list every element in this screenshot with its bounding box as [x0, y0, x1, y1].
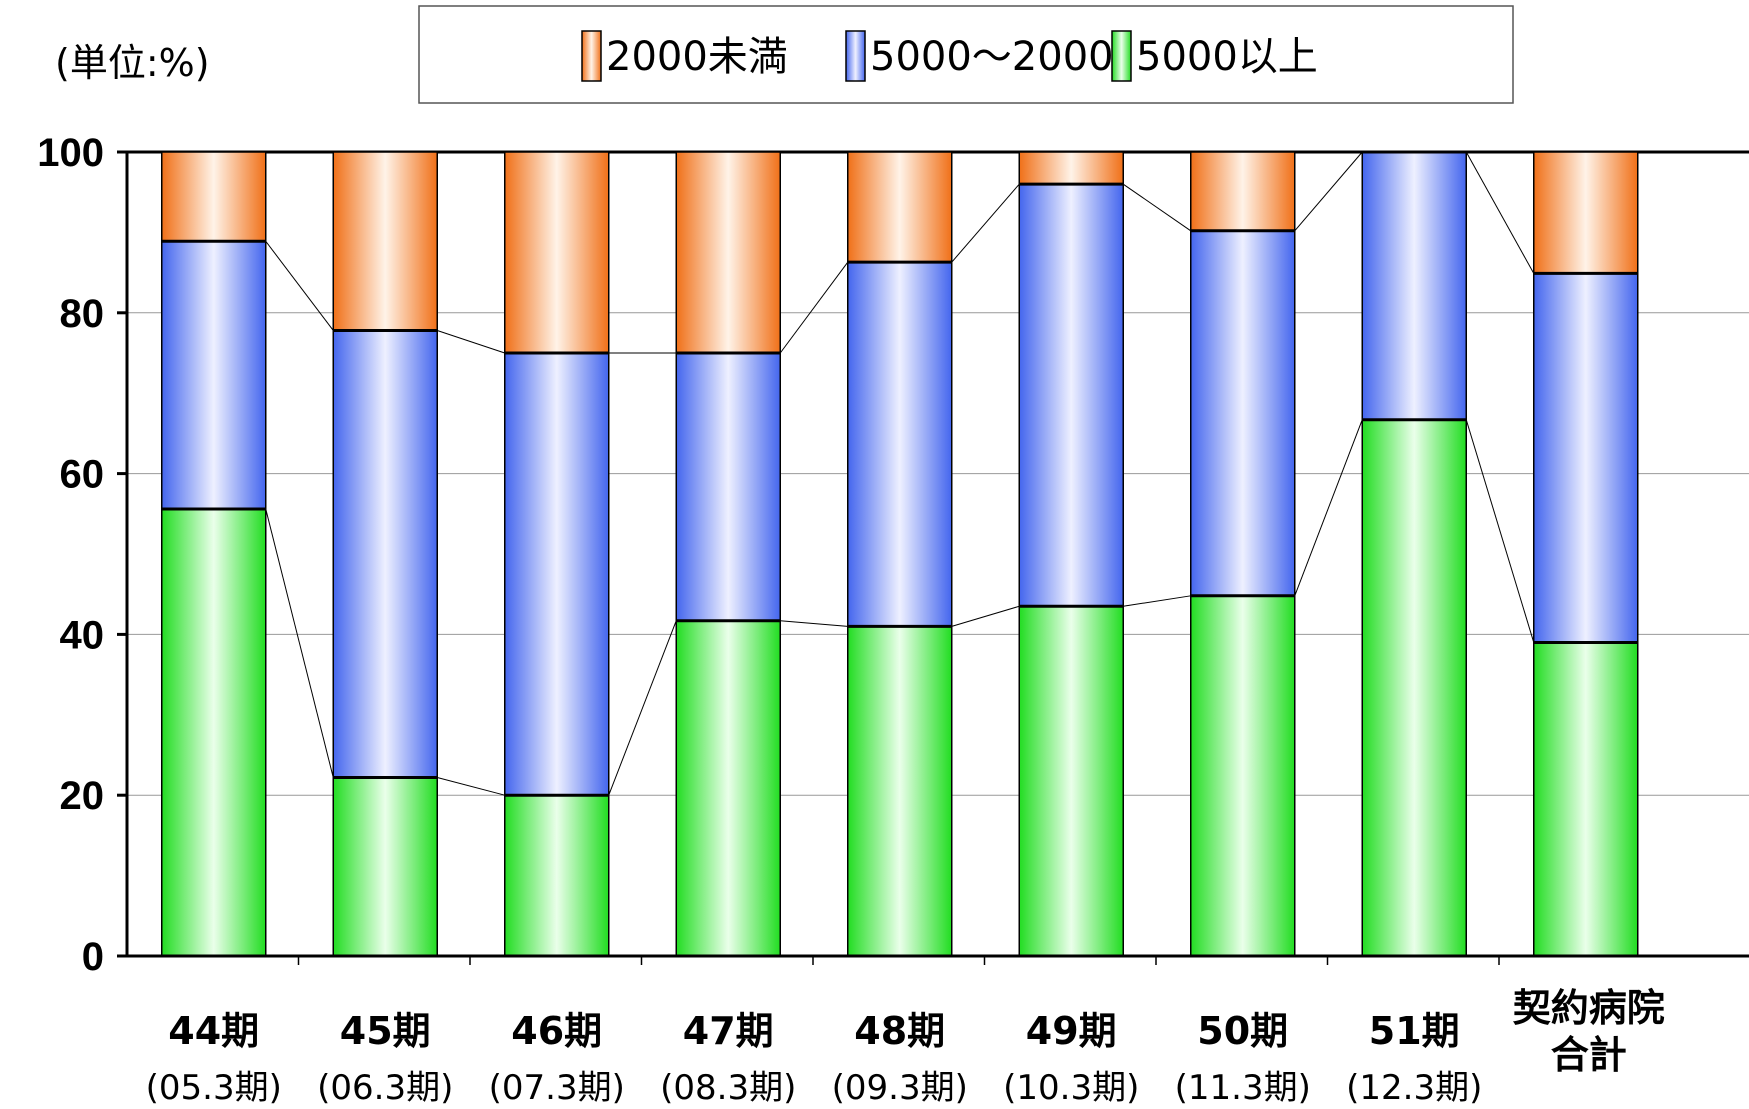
bar-segment	[505, 152, 609, 353]
series-connector	[609, 621, 677, 795]
bar-segment	[162, 152, 266, 241]
x-category-label: 50期	[1197, 1009, 1288, 1053]
unit-label: (単位:%)	[55, 41, 210, 85]
bar-segment	[1362, 420, 1466, 956]
bar-segment	[848, 626, 952, 956]
bar-segment	[162, 241, 266, 509]
series-connector	[1123, 596, 1191, 606]
bar-segment	[848, 152, 952, 262]
series-connector	[1295, 420, 1363, 596]
bar-segment	[676, 152, 780, 353]
x-category-sublabel: (11.3期)	[1175, 1068, 1311, 1108]
x-category-label: 46期	[511, 1009, 602, 1053]
legend-swatch	[582, 31, 601, 81]
bar-segment	[333, 330, 437, 777]
x-category-label: 45期	[340, 1009, 431, 1053]
y-tick-label: 60	[60, 453, 105, 497]
series-connector	[1123, 184, 1191, 231]
x-category-sublabel: (10.3期)	[1003, 1068, 1139, 1108]
series-connector	[952, 184, 1020, 262]
y-tick-label: 100	[37, 131, 104, 175]
x-category-sublabel: (06.3期)	[317, 1068, 453, 1108]
bar-segment	[333, 778, 437, 956]
x-category-sublabel: (09.3期)	[832, 1068, 968, 1108]
y-tick-label: 80	[60, 292, 105, 336]
bar-segment	[848, 262, 952, 626]
bar-segment	[1534, 642, 1638, 956]
bar-segment	[1534, 273, 1638, 642]
series-connector	[266, 241, 334, 330]
y-tick-label: 20	[60, 774, 105, 818]
series-connector	[952, 606, 1020, 626]
bar-segment	[1534, 152, 1638, 273]
legend-label: 2000未満	[606, 34, 788, 80]
bar-segment	[1019, 184, 1123, 606]
bar-segment	[505, 353, 609, 795]
series-connector	[780, 262, 848, 353]
series-connector	[437, 330, 505, 353]
x-category-sublabel: (08.3期)	[660, 1068, 796, 1108]
bar-segment	[162, 509, 266, 956]
x-category-label: 47期	[683, 1009, 774, 1053]
bar-segment	[1019, 606, 1123, 956]
bar-segment	[1362, 152, 1466, 420]
bar-segment	[1191, 231, 1295, 596]
bar-segment	[676, 621, 780, 956]
legend-swatch	[846, 31, 865, 81]
bar-segment	[1019, 152, 1123, 184]
bar-segment	[505, 795, 609, 956]
series-connector	[1466, 420, 1534, 643]
series-connector	[266, 509, 334, 778]
legend-swatch	[1112, 31, 1131, 81]
series-connector	[437, 778, 505, 796]
series-connector	[1466, 152, 1534, 273]
bar-segment	[1191, 152, 1295, 231]
x-category-label: 49期	[1026, 1009, 1117, 1053]
legend-label: 5000以上	[1136, 34, 1318, 80]
x-category-label: 契約病院	[1513, 986, 1665, 1030]
x-category-sublabel: (05.3期)	[146, 1068, 282, 1108]
x-category-sublabel: (07.3期)	[489, 1068, 625, 1108]
bar-segment	[333, 152, 437, 330]
y-tick-label: 0	[82, 935, 104, 979]
bar-segment	[676, 353, 780, 621]
series-connector	[1295, 152, 1363, 231]
x-category-label: 44期	[168, 1009, 259, 1053]
legend-label: 5000～2000	[870, 34, 1114, 80]
series-connector	[780, 621, 848, 627]
x-category-sublabel: 合計	[1551, 1033, 1627, 1077]
y-tick-label: 40	[60, 613, 105, 657]
legend: 2000未満 5000～2000 5000以上	[419, 6, 1513, 103]
bar-segment	[1191, 596, 1295, 956]
x-category-label: 48期	[854, 1009, 945, 1053]
x-category-sublabel: (12.3期)	[1346, 1068, 1482, 1108]
x-category-label: 51期	[1369, 1009, 1460, 1053]
